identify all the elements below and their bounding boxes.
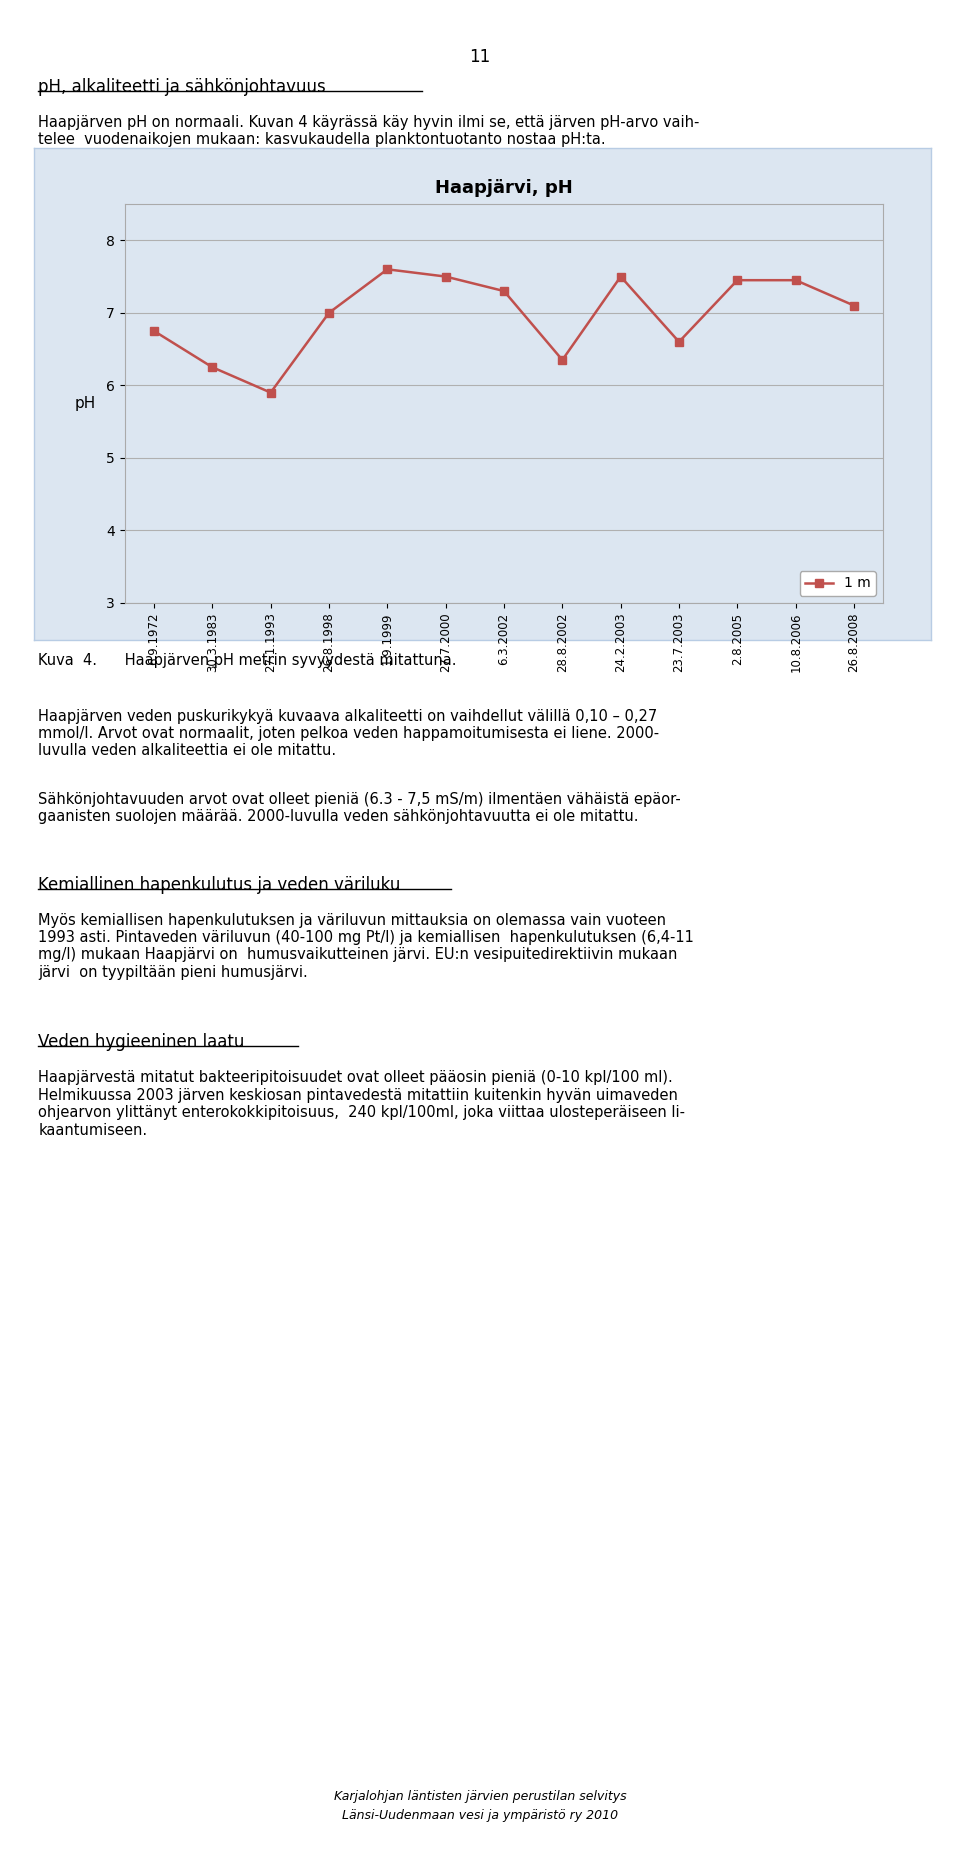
Text: Karjalohjan läntisten järvien perustilan selvitys: Karjalohjan läntisten järvien perustilan…: [334, 1790, 626, 1803]
Text: Kuva  4.      Haapjärven pH metrin syvyydestä mitattuna.: Kuva 4. Haapjärven pH metrin syvyydestä …: [38, 653, 457, 668]
Text: Sähkönjohtavuuden arvot ovat olleet pieniä (6.3 - 7,5 mS/m) ilmentäen vähäistä e: Sähkönjohtavuuden arvot ovat olleet pien…: [38, 792, 682, 824]
Text: 11: 11: [469, 48, 491, 67]
Y-axis label: pH: pH: [75, 395, 96, 412]
Text: Haapjärven pH on normaali. Kuvan 4 käyrässä käy hyvin ilmi se, että järven pH-ar: Haapjärven pH on normaali. Kuvan 4 käyrä…: [38, 115, 700, 147]
Text: Kemiallinen hapenkulutus ja veden väriluku: Kemiallinen hapenkulutus ja veden värilu…: [38, 876, 400, 894]
Text: Myös kemiallisen hapenkulutuksen ja väriluvun mittauksia on olemassa vain vuotee: Myös kemiallisen hapenkulutuksen ja väri…: [38, 913, 694, 979]
Text: pH, alkaliteetti ja sähkönjohtavuus: pH, alkaliteetti ja sähkönjohtavuus: [38, 78, 326, 96]
Text: Länsi-Uudenmaan vesi ja ympäristö ry 2010: Länsi-Uudenmaan vesi ja ympäristö ry 201…: [342, 1809, 618, 1822]
Text: Veden hygieeninen laatu: Veden hygieeninen laatu: [38, 1033, 245, 1052]
Title: Haapjärvi, pH: Haapjärvi, pH: [435, 178, 573, 197]
Text: Haapjärvestä mitatut bakteeripitoisuudet ovat olleet pääosin pieniä (0-10 kpl/10: Haapjärvestä mitatut bakteeripitoisuudet…: [38, 1070, 685, 1137]
Legend: 1 m: 1 m: [800, 571, 876, 595]
Text: Haapjärven veden puskurikykyä kuvaava alkaliteetti on vaihdellut välillä 0,10 – : Haapjärven veden puskurikykyä kuvaava al…: [38, 709, 660, 759]
